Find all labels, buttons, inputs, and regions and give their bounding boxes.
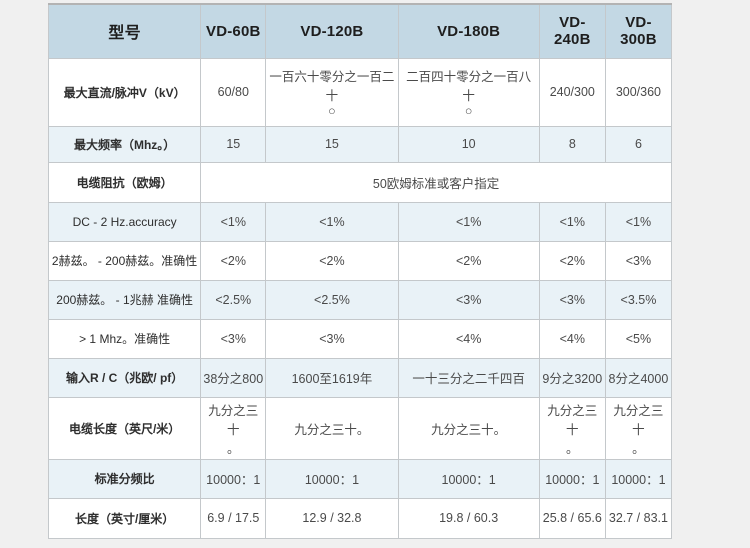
value-cell: 15 <box>200 125 267 163</box>
model-header-cell: 型号 <box>47 3 202 59</box>
table-row: 输入R / C（兆欧/ pf） 38分之800 1600至1619年 一十三分之二千四… <box>47 357 673 398</box>
value-cell: 9分之3200 <box>538 357 606 398</box>
value-cell: 九分之三十 。 <box>538 396 606 460</box>
value-cell: 九分之三十。 <box>397 396 540 460</box>
value-cell: 九分之三十 。 <box>200 396 267 460</box>
value-cell: <3% <box>604 240 673 281</box>
value-cell: <2% <box>397 240 540 281</box>
value-cell: <2% <box>200 240 267 281</box>
value-cell: 50欧姆标准或客户指定 <box>200 161 672 203</box>
value-cell: 8 <box>538 125 606 163</box>
value-cell: <3% <box>538 279 606 320</box>
value-cell: 12.9 / 32.8 <box>265 497 399 539</box>
value-cell: <3.5% <box>604 279 673 320</box>
header-row: 型号 VD-60B VD-120B VD-180B VD-240B VD-300B <box>47 3 673 59</box>
row-label: 标准分频比 <box>47 458 202 499</box>
column-header: VD-180B <box>397 3 540 59</box>
table-row: 电缆阻抗（欧姆） 50欧姆标准或客户指定 <box>47 161 672 203</box>
column-header: VD-120B <box>265 3 399 59</box>
value-cell: 60/80 <box>200 57 267 127</box>
value-cell: 九分之三十 。 <box>604 396 673 460</box>
value-cell: <4% <box>397 318 540 359</box>
value-cell: <3% <box>397 279 540 320</box>
row-label: > 1 Mhz。准确性 <box>47 318 202 359</box>
table-row: 最大频率（Mhz。） 15 15 10 8 6 <box>47 125 673 163</box>
table-row: 标准分频比 10000：1 10000：1 10000：1 10000：1 10000：1 <box>47 458 673 499</box>
value-cell: <4% <box>538 318 606 359</box>
row-label: 长度（英寸/厘米） <box>47 497 202 539</box>
value-cell: <3% <box>200 318 267 359</box>
column-header: VD-300B <box>604 3 673 59</box>
column-header: VD-240B <box>538 3 606 59</box>
value-cell: <3% <box>265 318 399 359</box>
table-row: 长度（英寸/厘米） 6.9 / 17.5 12.9 / 32.8 19.8 / 60.… <box>47 497 673 539</box>
spec-table-container: 型号 VD-60B VD-120B VD-180B VD-240B VD-300B 最大… <box>47 3 673 539</box>
row-label: DC - 2 Hz.accuracy <box>47 201 202 242</box>
value-cell: 一百六十零分之一百二十 ○ <box>265 57 399 127</box>
value-cell: 6 <box>604 125 673 163</box>
value-cell: 九分之三十。 <box>265 396 399 460</box>
row-label: 最大直流/脉冲V（kV） <box>47 57 202 127</box>
value-cell: <2.5% <box>265 279 399 320</box>
value-cell: 15 <box>265 125 399 163</box>
value-cell: <1% <box>200 201 267 242</box>
table-row: 最大直流/脉冲V（kV） 60/80 一百六十零分之一百二十 ○ 二百四十零分之一百八… <box>47 57 673 127</box>
value-cell: 25.8 / 65.6 <box>538 497 606 539</box>
column-header: VD-60B <box>200 3 267 59</box>
table-row: 2赫兹。 - 200赫兹。准确性 <2% <2% <2% <2% <3% <box>47 240 673 281</box>
value-cell: 38分之800 <box>200 357 267 398</box>
value-cell: <1% <box>397 201 540 242</box>
table-row: 电缆长度（英尺/米） 九分之三十 。九分之三十。 九分之三十。 九分之三十 。九分之三… <box>47 396 673 460</box>
spec-table: 型号 VD-60B VD-120B VD-180B VD-240B VD-300B 最大… <box>47 3 673 539</box>
row-label: 最大频率（Mhz。） <box>47 125 202 163</box>
table-row: > 1 Mhz。准确性 <3% <3% <4% <4% <5% <box>47 318 673 359</box>
value-cell: 一十三分之二千四百 <box>397 357 540 398</box>
value-cell: 二百四十零分之一百八十 ○ <box>397 57 540 127</box>
value-cell: 10000：1 <box>200 458 267 499</box>
spec-table-body: 最大直流/脉冲V（kV） 60/80 一百六十零分之一百二十 ○ 二百四十零分之一百八… <box>47 57 673 539</box>
value-cell: 300/360 <box>604 57 673 127</box>
value-cell: 6.9 / 17.5 <box>200 497 267 539</box>
value-cell: <1% <box>265 201 399 242</box>
table-row: 200赫兹。 - 1兆赫 准确性 <2.5% <2.5% <3% <3% <3.5% <box>47 279 673 320</box>
value-cell: 8分之4000 <box>604 357 673 398</box>
row-label: 电缆阻抗（欧姆） <box>47 161 202 203</box>
value-cell: 10000：1 <box>538 458 606 499</box>
value-cell: 10 <box>397 125 540 163</box>
row-label: 2赫兹。 - 200赫兹。准确性 <box>47 240 202 281</box>
value-cell: <5% <box>604 318 673 359</box>
value-cell: 240/300 <box>538 57 606 127</box>
value-cell: <1% <box>604 201 673 242</box>
value-cell: 10000：1 <box>397 458 540 499</box>
value-cell: 19.8 / 60.3 <box>397 497 540 539</box>
row-label: 电缆长度（英尺/米） <box>47 396 202 460</box>
value-cell: 10000：1 <box>604 458 673 499</box>
value-cell: 10000：1 <box>265 458 399 499</box>
value-cell: 32.7 / 83.1 <box>604 497 673 539</box>
value-cell: <2.5% <box>200 279 267 320</box>
value-cell: <1% <box>538 201 606 242</box>
row-label: 200赫兹。 - 1兆赫 准确性 <box>47 279 202 320</box>
value-cell: <2% <box>265 240 399 281</box>
value-cell: <2% <box>538 240 606 281</box>
row-label: 输入R / C（兆欧/ pf） <box>47 357 202 398</box>
value-cell: 1600至1619年 <box>265 357 399 398</box>
table-row: DC - 2 Hz.accuracy <1% <1% <1% <1% <1% <box>47 201 673 242</box>
